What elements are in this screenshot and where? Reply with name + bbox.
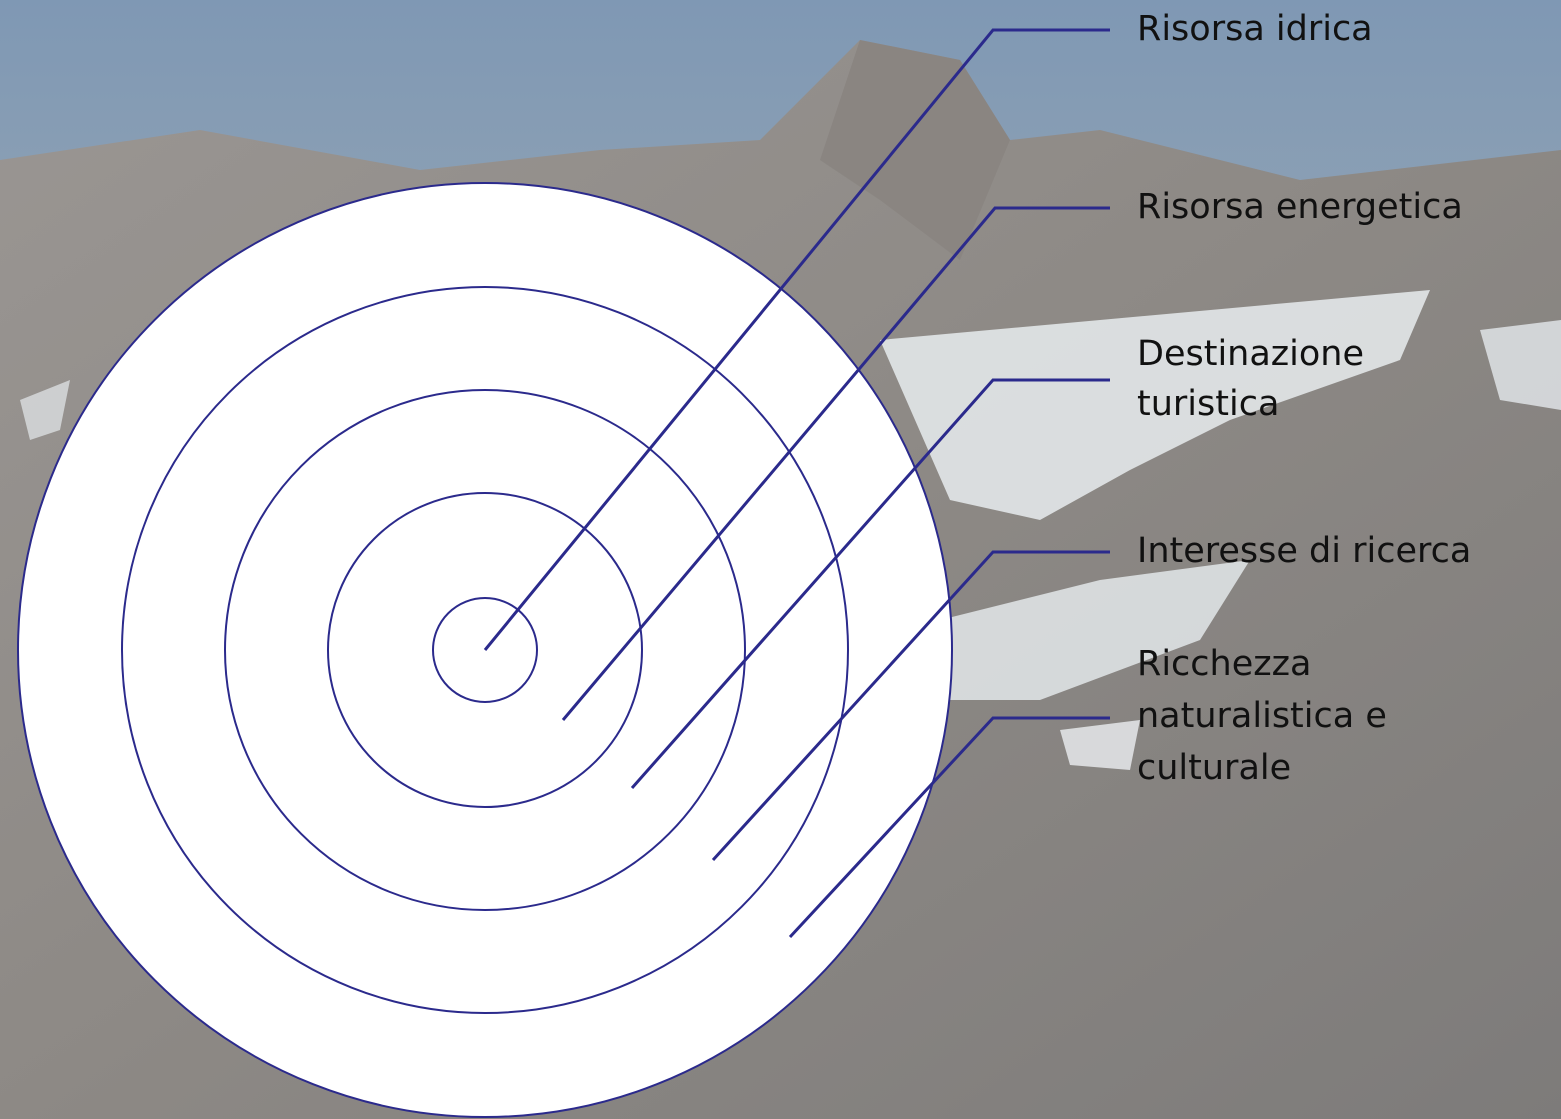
diagram: Risorsa idrica Risorsa energetica Destin… <box>0 0 1561 1119</box>
label: Destinazione <box>1137 334 1364 374</box>
label: Interesse di ricerca <box>1137 531 1471 571</box>
label: culturale <box>1137 748 1291 788</box>
label: Risorsa idrica <box>1137 9 1373 49</box>
label: turistica <box>1137 384 1279 424</box>
label: Ricchezza <box>1137 644 1311 684</box>
label: naturalistica e <box>1137 696 1387 736</box>
label: Risorsa energetica <box>1137 187 1463 227</box>
page: Risorsa idrica Risorsa energetica Destin… <box>0 0 1561 1119</box>
